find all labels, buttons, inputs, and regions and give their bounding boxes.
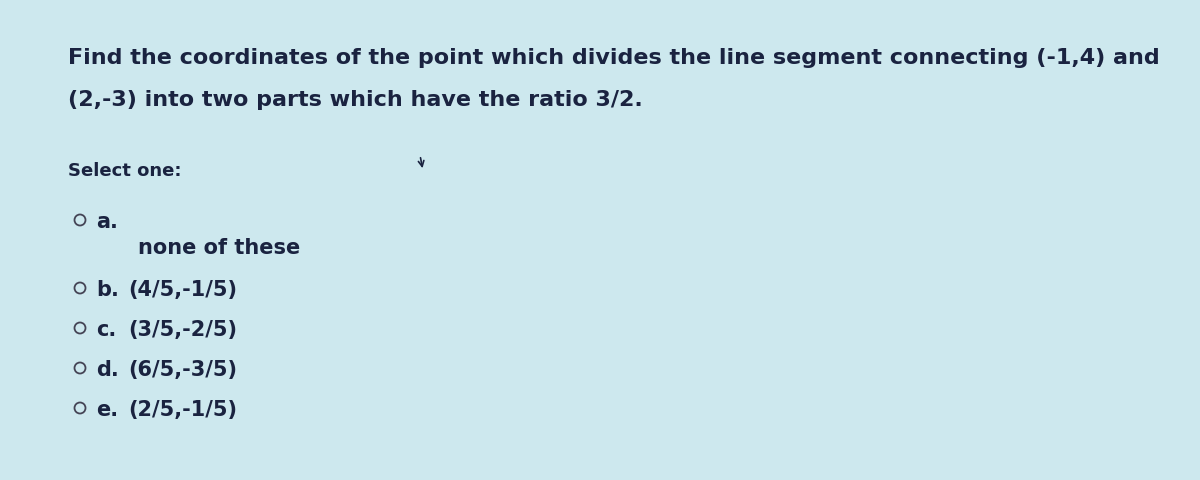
- Text: (3/5,-2/5): (3/5,-2/5): [128, 320, 238, 340]
- Text: c.: c.: [96, 320, 116, 340]
- Text: (2/5,-1/5): (2/5,-1/5): [128, 400, 238, 420]
- Text: (2,-3) into two parts which have the ratio 3/2.: (2,-3) into two parts which have the rat…: [68, 90, 643, 110]
- Text: Select one:: Select one:: [68, 162, 181, 180]
- Text: (4/5,-1/5): (4/5,-1/5): [128, 280, 238, 300]
- Circle shape: [74, 362, 85, 373]
- Circle shape: [74, 215, 85, 226]
- Text: none of these: none of these: [138, 238, 300, 258]
- Circle shape: [74, 283, 85, 293]
- Text: b.: b.: [96, 280, 119, 300]
- Circle shape: [74, 323, 85, 334]
- Text: d.: d.: [96, 360, 119, 380]
- Text: Find the coordinates of the point which divides the line segment connecting (-1,: Find the coordinates of the point which …: [68, 48, 1159, 68]
- Circle shape: [74, 403, 85, 413]
- Text: e.: e.: [96, 400, 118, 420]
- Text: (6/5,-3/5): (6/5,-3/5): [128, 360, 238, 380]
- Text: a.: a.: [96, 212, 118, 232]
